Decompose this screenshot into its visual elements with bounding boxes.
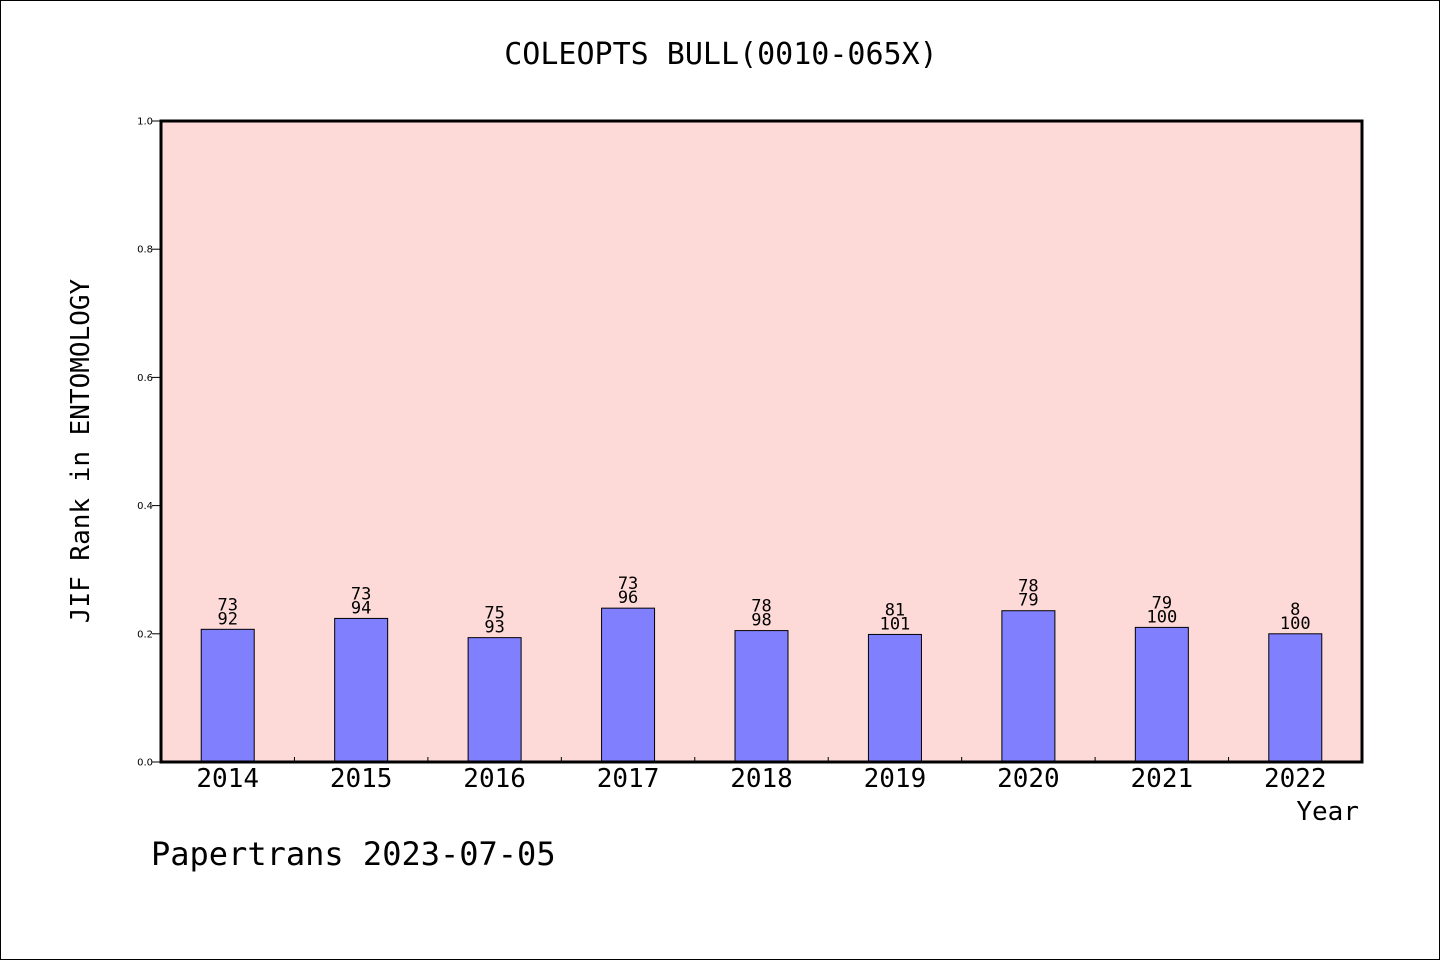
x-tick-label: 2018 xyxy=(730,764,793,794)
bar-label-total: 100 xyxy=(1146,607,1177,627)
y-tick-label: 0.8 xyxy=(137,245,153,256)
bar-label-rank: 73 xyxy=(217,595,237,615)
bar-label-total: 98 xyxy=(751,611,771,631)
bar-label-rank: 79 xyxy=(1152,593,1172,613)
bar xyxy=(1001,610,1056,763)
chart-title: COLEOPTS BULL(0010-065X) xyxy=(504,37,938,72)
bar-label-total: 93 xyxy=(484,618,504,638)
x-tick-label: 2020 xyxy=(997,764,1060,794)
bar-label-total: 94 xyxy=(351,598,371,618)
y-tick-label: 0.0 xyxy=(137,758,153,769)
bar xyxy=(1134,626,1189,763)
y-tick-label: 0.6 xyxy=(137,373,153,384)
bar-label-rank: 73 xyxy=(618,574,638,594)
bar xyxy=(867,633,922,763)
bar-label-total: 79 xyxy=(1018,591,1038,611)
x-tick-label: 2021 xyxy=(1131,764,1194,794)
bar-label-rank: 75 xyxy=(484,604,504,624)
bar-label-total: 96 xyxy=(618,588,638,608)
y-tick-label: 0.4 xyxy=(137,501,153,512)
y-tick-label: 0.2 xyxy=(137,629,153,640)
bar-label-rank: 8 xyxy=(1290,600,1300,620)
bar xyxy=(467,637,522,763)
bar-label-rank: 78 xyxy=(1018,577,1038,597)
x-tick-label: 2019 xyxy=(864,764,927,794)
bar-label-total: 101 xyxy=(880,614,911,634)
bar-label-rank: 78 xyxy=(751,597,771,617)
bar xyxy=(1268,633,1323,763)
x-tick-label: 2015 xyxy=(330,764,393,794)
bar-label-total: 92 xyxy=(217,609,237,629)
bar-label-total: 100 xyxy=(1280,614,1311,634)
bar-label-rank: 81 xyxy=(885,600,905,620)
x-tick-label: 2016 xyxy=(463,764,526,794)
bar-label-rank: 73 xyxy=(351,584,371,604)
x-tick-label: 2022 xyxy=(1264,764,1327,794)
y-tick-label: 1.0 xyxy=(137,117,153,128)
x-axis-label: Year xyxy=(1296,797,1359,827)
bar xyxy=(601,607,656,763)
plot-frame xyxy=(159,119,1364,764)
footer-credit: Papertrans 2023-07-05 xyxy=(151,835,556,873)
bar xyxy=(734,630,789,763)
x-tick-label: 2017 xyxy=(597,764,660,794)
bar xyxy=(200,628,255,763)
x-tick-label: 2014 xyxy=(196,764,259,794)
bar xyxy=(334,617,389,763)
